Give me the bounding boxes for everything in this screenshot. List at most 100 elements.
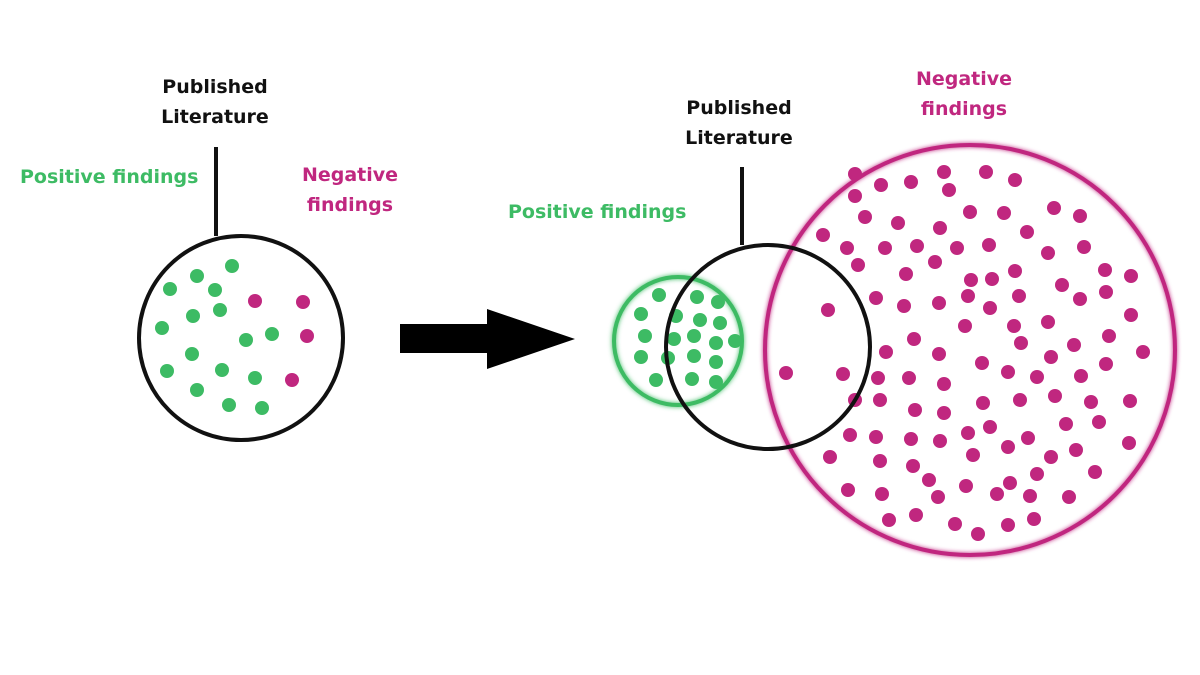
positive-finding-dot [709, 355, 723, 369]
positive-finding-dot [713, 316, 727, 330]
negative-finding-dot [1047, 201, 1061, 215]
negative-finding-dot [950, 241, 964, 255]
positive-finding-dot [709, 375, 723, 389]
negative-finding-dot [1102, 329, 1116, 343]
positive-finding-dot [190, 269, 204, 283]
negative-finding-dot [1027, 512, 1041, 526]
negative-finding-dot [909, 508, 923, 522]
positive-finding-dot [225, 259, 239, 273]
positive-finding-dot [652, 288, 666, 302]
negative-finding-dot [1124, 308, 1138, 322]
negative-finding-dot [878, 241, 892, 255]
positive-finding-dot [693, 313, 707, 327]
negative-finding-dot [1123, 394, 1137, 408]
positive-finding-dot [709, 336, 723, 350]
negative-finding-dot [932, 296, 946, 310]
negative-finding-dot [873, 454, 887, 468]
positive-finding-dot [634, 350, 648, 364]
negative-finding-dot [851, 258, 865, 272]
after-negative-findings-label: Negative findings [915, 68, 1013, 120]
positive-finding-dot [667, 332, 681, 346]
negative-finding-dot [982, 238, 996, 252]
positive-finding-dot [265, 327, 279, 341]
negative-finding-dot [942, 183, 956, 197]
positive-finding-dot [222, 398, 236, 412]
negative-finding-dot [848, 189, 862, 203]
negative-finding-dot [910, 239, 924, 253]
negative-finding-dot [1088, 465, 1102, 479]
negative-finding-dot [931, 490, 945, 504]
negative-finding-dot [964, 273, 978, 287]
negative-finding-dot [908, 403, 922, 417]
negative-finding-dot [1008, 173, 1022, 187]
negative-finding-dot [1001, 440, 1015, 454]
negative-finding-dot [907, 332, 921, 346]
negative-finding-dot [963, 205, 977, 219]
negative-finding-dot [1074, 369, 1088, 383]
positive-finding-dot [185, 347, 199, 361]
before-positive-findings-label: Positive findings [20, 166, 199, 188]
negative-finding-dot [1041, 246, 1055, 260]
negative-finding-dot [937, 165, 951, 179]
transition-arrow [400, 309, 575, 369]
negative-finding-dot [779, 366, 793, 380]
before-dots-group [155, 259, 314, 415]
positive-finding-dot [728, 334, 742, 348]
positive-finding-dot [638, 329, 652, 343]
negative-finding-dot [874, 178, 888, 192]
negative-finding-dot [1136, 345, 1150, 359]
positive-finding-dot [186, 309, 200, 323]
negative-finding-dot [1001, 518, 1015, 532]
positive-finding-dot [248, 371, 262, 385]
negative-finding-dot [906, 459, 920, 473]
negative-finding-dot [840, 241, 854, 255]
negative-finding-dot [1122, 436, 1136, 450]
negative-finding-dot [976, 396, 990, 410]
negative-finding-dot [843, 428, 857, 442]
positive-finding-dot [163, 282, 177, 296]
negative-finding-dot [821, 303, 835, 317]
negative-finding-dot [1073, 209, 1087, 223]
negative-finding-dot [1023, 489, 1037, 503]
before-published-literature-circle [137, 234, 345, 442]
positive-finding-dot [690, 290, 704, 304]
negative-finding-dot [1099, 285, 1113, 299]
negative-finding-dot [983, 420, 997, 434]
positive-finding-dot [634, 307, 648, 321]
negative-finding-dot [869, 291, 883, 305]
negative-finding-dot [1012, 289, 1026, 303]
negative-finding-dot [1021, 431, 1035, 445]
positive-finding-dot [255, 401, 269, 415]
positive-finding-dot [239, 333, 253, 347]
negative-finding-dot [882, 513, 896, 527]
negative-finding-dot [841, 483, 855, 497]
negative-finding-dot [899, 267, 913, 281]
negative-finding-dot [897, 299, 911, 313]
negative-finding-dot [1014, 336, 1028, 350]
negative-finding-dot [961, 426, 975, 440]
after-positive-findings-label: Positive findings [508, 201, 687, 223]
negative-finding-dot [875, 487, 889, 501]
negative-finding-dot [997, 206, 1011, 220]
negative-finding-dot [1003, 476, 1017, 490]
negative-finding-dot [823, 450, 837, 464]
negative-finding-dot [1044, 350, 1058, 364]
positive-finding-dot [213, 303, 227, 317]
after-panel [612, 143, 1177, 557]
negative-finding-dot [971, 527, 985, 541]
negative-finding-dot [848, 167, 862, 181]
before-published-literature-label: Published Literature [161, 76, 269, 128]
negative-finding-dot [285, 373, 299, 387]
negative-finding-dot [948, 517, 962, 531]
negative-finding-dot [928, 255, 942, 269]
negative-finding-dot [1030, 370, 1044, 384]
negative-finding-dot [1067, 338, 1081, 352]
negative-finding-dot [922, 473, 936, 487]
negative-finding-dot [975, 356, 989, 370]
negative-finding-dot [1048, 389, 1062, 403]
positive-finding-dot [687, 329, 701, 343]
negative-finding-dot [879, 345, 893, 359]
positive-finding-dot [215, 363, 229, 377]
negative-finding-dot [1062, 490, 1076, 504]
